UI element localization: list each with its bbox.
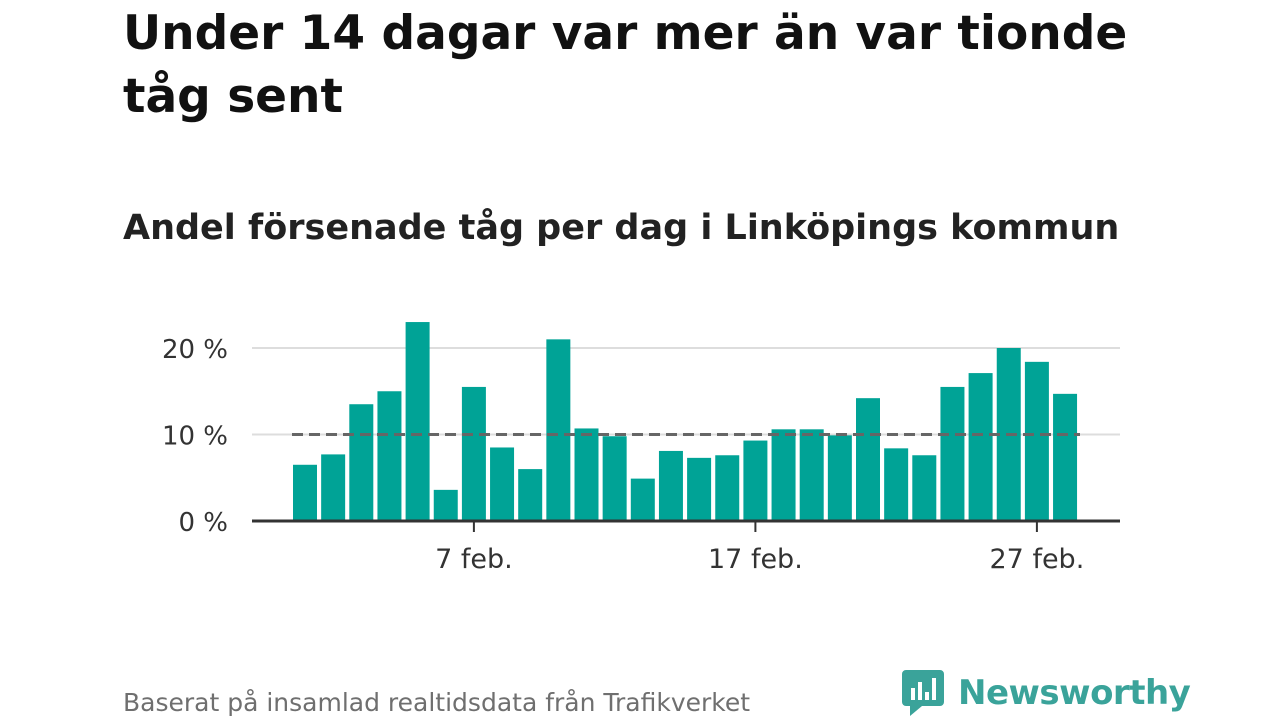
bars <box>293 322 1078 521</box>
bar <box>1024 361 1049 521</box>
bar <box>658 450 683 521</box>
bar <box>546 339 571 521</box>
chart-title: Under 14 dagar var mer än var tionde tåg… <box>123 6 1128 124</box>
bar <box>602 436 627 521</box>
bar <box>968 373 993 521</box>
source-note: Baserat på insamlad realtidsdata från Tr… <box>123 688 751 717</box>
bar <box>771 429 796 521</box>
newsworthy-logo-icon <box>902 670 944 716</box>
y-axis-ticks: 0 % 10 % 20 % <box>162 335 228 538</box>
bar <box>461 386 486 521</box>
brand-logo[interactable]: Newsworthy <box>902 668 1191 718</box>
bar <box>321 454 346 521</box>
x-tick-label: 27 feb. <box>990 544 1085 575</box>
bar <box>433 489 458 521</box>
x-axis-ticks: 7 feb. 17 feb. 27 feb. <box>435 521 1084 575</box>
bar <box>856 398 880 521</box>
bar <box>630 478 655 521</box>
bar <box>405 322 430 521</box>
chart-subtitle: Andel försenade tåg per dag i Linköpings… <box>123 208 1120 248</box>
bar <box>799 429 824 521</box>
brand-name: Newsworthy <box>958 673 1191 713</box>
bar <box>349 404 374 521</box>
bar <box>1053 393 1078 521</box>
bar <box>574 428 599 521</box>
y-tick-label: 0 % <box>178 508 228 538</box>
bar <box>687 457 712 521</box>
bar <box>743 440 768 521</box>
bar <box>715 455 740 521</box>
bar <box>884 448 909 521</box>
bar <box>490 447 515 521</box>
bar <box>912 455 937 521</box>
bar <box>293 464 317 521</box>
bar <box>940 386 965 521</box>
x-tick-label: 17 feb. <box>708 544 803 575</box>
y-tick-label: 10 % <box>162 422 228 452</box>
x-tick-label: 7 feb. <box>435 544 513 575</box>
y-tick-label: 20 % <box>162 335 228 365</box>
bar <box>377 391 402 521</box>
bar <box>518 469 543 521</box>
bar <box>827 435 852 521</box>
